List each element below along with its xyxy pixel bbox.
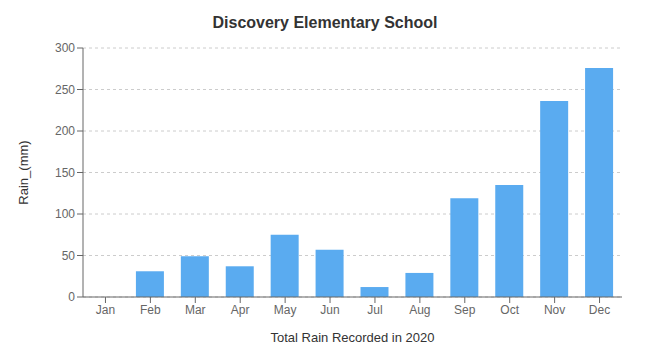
svg-text:250: 250 [55, 83, 75, 97]
svg-text:Dec: Dec [589, 303, 610, 317]
svg-text:Feb: Feb [140, 303, 161, 317]
svg-text:Total Rain Recorded in 2020: Total Rain Recorded in 2020 [270, 330, 434, 345]
svg-text:May: May [274, 303, 297, 317]
svg-text:300: 300 [55, 41, 75, 55]
html-text:Discovery Elementary School: Discovery Elementary School [212, 14, 438, 31]
svg-text:100: 100 [55, 207, 75, 221]
svg-text:Mar: Mar [185, 303, 206, 317]
svg-text:Rain_(mm): Rain_(mm) [16, 140, 31, 204]
svg-text:Jun: Jun [320, 303, 339, 317]
svg-text:50: 50 [62, 249, 76, 263]
svg-text:Aug: Aug [409, 303, 430, 317]
svg-text:200: 200 [55, 124, 75, 138]
svg-text:0: 0 [68, 290, 75, 304]
svg-text:Apr: Apr [231, 303, 250, 317]
svg-text:150: 150 [55, 166, 75, 180]
svg-text:Nov: Nov [544, 303, 565, 317]
svg-text:Sep: Sep [454, 303, 476, 317]
svg-text:Oct: Oct [500, 303, 519, 317]
svg-text:Jan: Jan [96, 303, 115, 317]
svg-text:Jul: Jul [367, 303, 382, 317]
